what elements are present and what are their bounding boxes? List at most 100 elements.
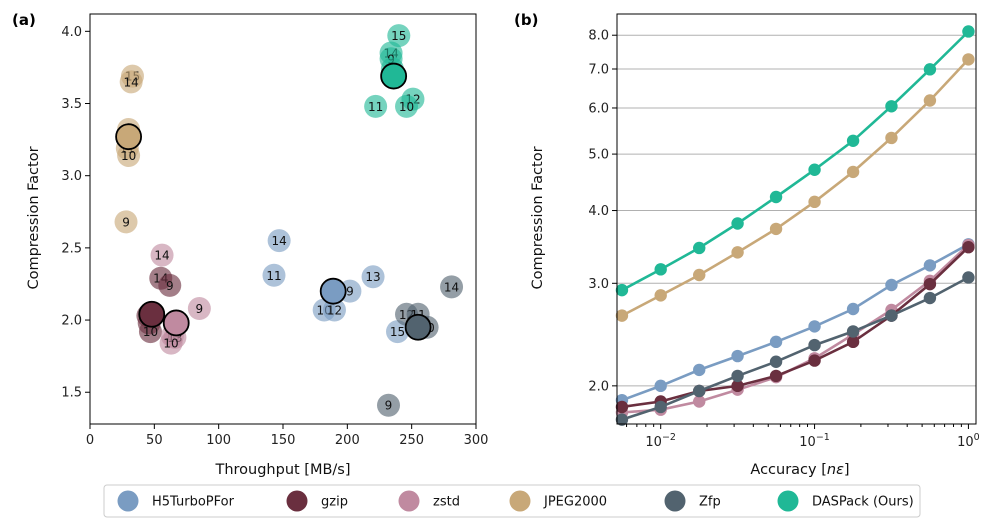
x-axis-label-b-suffix: ] <box>844 462 850 478</box>
series-point <box>808 354 821 367</box>
scatter-point <box>262 263 286 287</box>
series-point <box>923 63 937 76</box>
scatter-point <box>159 331 183 355</box>
y-tick-label-b: 4.0 <box>588 204 609 219</box>
scatter-point <box>377 393 401 417</box>
x-tick-label-a: 150 <box>271 433 296 448</box>
series-line <box>621 243 970 402</box>
tick-base: 10 <box>957 435 974 450</box>
series-point <box>769 222 783 236</box>
tick-exponent: −2 <box>662 432 676 443</box>
scatter-point <box>361 265 385 289</box>
point-label: 10 <box>163 337 178 351</box>
series-point <box>808 320 821 333</box>
series-point <box>962 271 975 284</box>
legend-marker <box>509 490 531 512</box>
y-tick-label-b: 8.0 <box>588 29 609 44</box>
tick-exponent: 0 <box>974 432 980 443</box>
series-point <box>962 241 975 254</box>
x-axis-label-b: Accuracy [nε] <box>750 462 849 478</box>
scatter-point <box>187 297 211 321</box>
series-point <box>885 309 898 322</box>
point-label: 14 <box>271 234 286 248</box>
y-tick-label-a: 3.5 <box>61 97 82 112</box>
series-point <box>654 289 667 302</box>
point-label: 9 <box>166 279 174 293</box>
scatter-point <box>117 143 141 167</box>
series-point <box>615 283 629 297</box>
y-tick-label-a: 2.0 <box>61 314 82 329</box>
y-tick-label-a: 3.0 <box>61 169 82 184</box>
y-tick-label-b: 5.0 <box>588 148 609 163</box>
legend-label: JPEG2000 <box>543 495 607 510</box>
x-tick-label-a: 50 <box>146 433 163 448</box>
x-tick-label-b: 100 <box>957 432 980 450</box>
series-line <box>621 58 970 317</box>
series-line <box>621 246 970 409</box>
legend-marker <box>117 490 139 512</box>
x-tick-label-a: 250 <box>399 433 424 448</box>
series-point <box>769 335 783 349</box>
series-point <box>885 131 898 145</box>
y-tick-label-b: 2.0 <box>588 379 609 394</box>
point-label: 15 <box>391 29 406 43</box>
series-point <box>731 349 744 363</box>
panel-a-tag: (a) <box>12 11 36 29</box>
series-point <box>885 100 898 113</box>
point-label: 14 <box>154 249 169 263</box>
tick-base: 10 <box>645 435 662 450</box>
y-axis-label-b: Compression Factor <box>530 146 546 289</box>
legend-label: H5TurboPFor <box>152 495 235 510</box>
x-axis-label-a: Throughput [MB/s] <box>214 462 350 478</box>
point-label: 12 <box>327 303 342 317</box>
point-label: 10 <box>399 100 414 114</box>
point-label: 9 <box>346 285 354 299</box>
series-point <box>846 325 860 338</box>
series-point <box>846 335 860 349</box>
point-label: 9 <box>122 215 130 229</box>
plot-frame-a <box>89 13 477 425</box>
scatter-point <box>395 94 419 118</box>
line-chart: 2.03.04.05.06.07.08.010−2 10−1 100 <box>588 13 980 450</box>
x-axis-label-b-unit: nε <box>827 462 844 478</box>
series-point <box>615 309 629 322</box>
scatter-point <box>150 243 174 267</box>
series-line <box>621 244 970 414</box>
series-point <box>731 217 744 230</box>
series-point <box>808 338 821 352</box>
series-point <box>731 246 744 259</box>
series-point <box>923 94 937 107</box>
y-tick-label-b: 6.0 <box>588 101 609 116</box>
series-point <box>962 53 975 66</box>
series-point <box>885 278 898 292</box>
series-point <box>808 195 821 209</box>
highlight-point <box>115 123 143 151</box>
scatter-point <box>114 210 138 234</box>
series-point <box>731 379 744 393</box>
series-point <box>769 369 783 383</box>
tick-exponent: −1 <box>816 432 830 443</box>
series-point <box>654 263 667 276</box>
series-point <box>693 268 706 282</box>
series-point <box>769 355 783 368</box>
legend: H5TurboPFor gzip zstd JPEG2000 Zfp DASPack (O… <box>103 484 921 518</box>
point-label: 14 <box>444 280 459 294</box>
series-point <box>693 395 706 408</box>
series-point <box>962 25 975 38</box>
scatter-point <box>267 229 291 253</box>
legend-marker <box>286 490 308 512</box>
series-line <box>621 30 970 292</box>
legend-marker <box>398 490 420 512</box>
legend-marker <box>664 490 686 512</box>
scatter-point <box>364 94 388 118</box>
point-label: 13 <box>365 270 380 284</box>
x-tick-label-a: 100 <box>206 433 231 448</box>
highlight-point <box>319 277 347 305</box>
point-label: 10 <box>121 149 136 163</box>
scatter-point <box>322 298 346 322</box>
x-tick-label-a: 300 <box>464 433 489 448</box>
legend-label: gzip <box>321 495 348 510</box>
series-point <box>923 277 937 291</box>
point-label: 9 <box>196 302 204 316</box>
